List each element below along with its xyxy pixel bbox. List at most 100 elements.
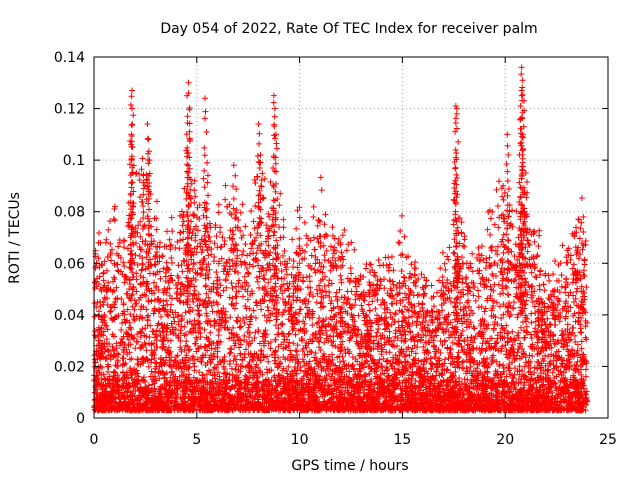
data-point — [325, 282, 332, 289]
data-point — [341, 227, 348, 234]
data-point — [195, 320, 202, 327]
data-point — [227, 227, 234, 234]
data-point — [395, 239, 402, 246]
data-point — [281, 247, 288, 254]
data-point — [321, 283, 328, 290]
data-point — [292, 331, 299, 338]
data-point — [524, 248, 531, 255]
data-point — [524, 315, 531, 322]
data-point — [354, 326, 361, 333]
data-point — [570, 261, 577, 268]
data-point — [528, 310, 535, 317]
data-point — [133, 270, 140, 277]
data-point — [134, 338, 141, 345]
data-point — [153, 249, 160, 256]
data-point — [521, 363, 528, 370]
data-point — [177, 230, 184, 237]
data-point — [386, 261, 393, 268]
data-point — [193, 336, 200, 343]
data-point — [499, 193, 506, 200]
data-point — [399, 296, 406, 303]
data-point — [104, 347, 111, 354]
data-point — [241, 273, 248, 280]
data-point — [455, 349, 462, 356]
data-point — [375, 256, 382, 263]
data-point — [470, 324, 477, 331]
data-point — [541, 287, 548, 294]
data-point — [459, 359, 466, 366]
data-point — [578, 283, 585, 290]
data-point — [405, 307, 412, 314]
data-point — [163, 228, 170, 235]
data-point — [248, 207, 255, 214]
data-point — [148, 262, 155, 269]
data-point — [536, 286, 543, 293]
data-point — [168, 214, 175, 221]
data-point — [312, 260, 319, 267]
data-point — [549, 369, 556, 376]
data-point — [392, 310, 399, 317]
data-point — [126, 319, 133, 326]
data-point — [428, 282, 435, 289]
data-point — [411, 309, 418, 316]
data-point — [238, 323, 245, 330]
data-point — [293, 225, 300, 232]
data-point — [398, 267, 405, 274]
data-point — [220, 287, 227, 294]
data-point — [180, 394, 187, 401]
data-point — [306, 291, 313, 298]
data-point — [144, 317, 151, 324]
data-point — [178, 280, 185, 287]
data-point — [522, 279, 529, 286]
data-point — [495, 281, 502, 288]
data-point — [469, 250, 476, 257]
data-point — [347, 277, 354, 284]
data-point — [197, 358, 204, 365]
data-point — [133, 240, 140, 247]
data-point — [496, 178, 503, 185]
data-point — [148, 298, 155, 305]
data-point — [414, 292, 421, 299]
data-point — [227, 314, 234, 321]
data-point — [447, 298, 454, 305]
data-point — [398, 212, 405, 219]
data-point — [108, 246, 115, 253]
data-point — [100, 299, 107, 306]
data-point — [276, 202, 283, 209]
data-point — [498, 348, 505, 355]
data-point — [264, 304, 271, 311]
data-point — [180, 299, 187, 306]
data-point — [343, 247, 350, 254]
data-point — [574, 358, 581, 365]
data-point — [495, 224, 502, 231]
data-point — [351, 246, 358, 253]
data-point — [167, 337, 174, 344]
data-point — [451, 250, 458, 257]
data-point — [146, 334, 153, 341]
data-point — [540, 281, 547, 288]
data-point — [412, 350, 419, 357]
data-point — [336, 286, 343, 293]
data-point — [121, 263, 128, 270]
data-point — [242, 241, 249, 248]
data-point — [511, 365, 518, 372]
data-point — [290, 340, 297, 347]
data-point — [231, 353, 238, 360]
data-point — [528, 319, 535, 326]
data-point — [402, 290, 409, 297]
data-point — [222, 276, 229, 283]
data-point — [546, 277, 553, 284]
data-point — [222, 196, 229, 203]
data-point — [536, 282, 543, 289]
data-point — [352, 291, 359, 298]
data-point — [316, 344, 323, 351]
data-point — [169, 228, 176, 235]
data-point — [441, 356, 448, 363]
data-point — [515, 329, 522, 336]
data-point — [346, 350, 353, 357]
data-point — [208, 251, 215, 258]
data-point — [396, 240, 403, 247]
data-point — [140, 223, 147, 230]
data-point — [512, 337, 519, 344]
